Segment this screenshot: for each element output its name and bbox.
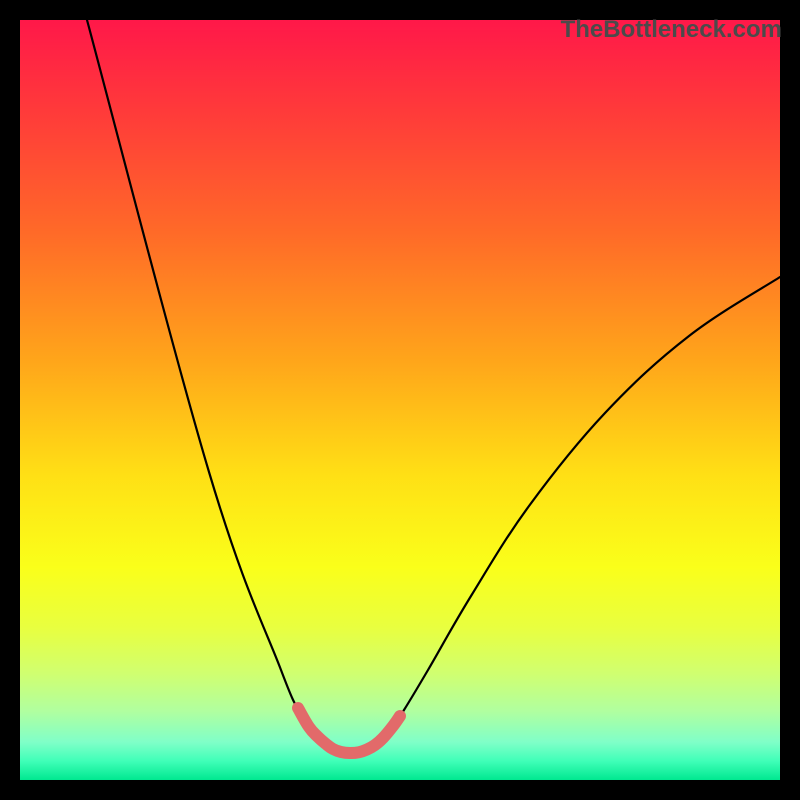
curve-layer	[20, 20, 780, 780]
bottleneck-curve	[87, 20, 780, 753]
watermark-text: TheBottleneck.com	[561, 16, 782, 44]
curve-bottom-highlight	[298, 708, 400, 753]
